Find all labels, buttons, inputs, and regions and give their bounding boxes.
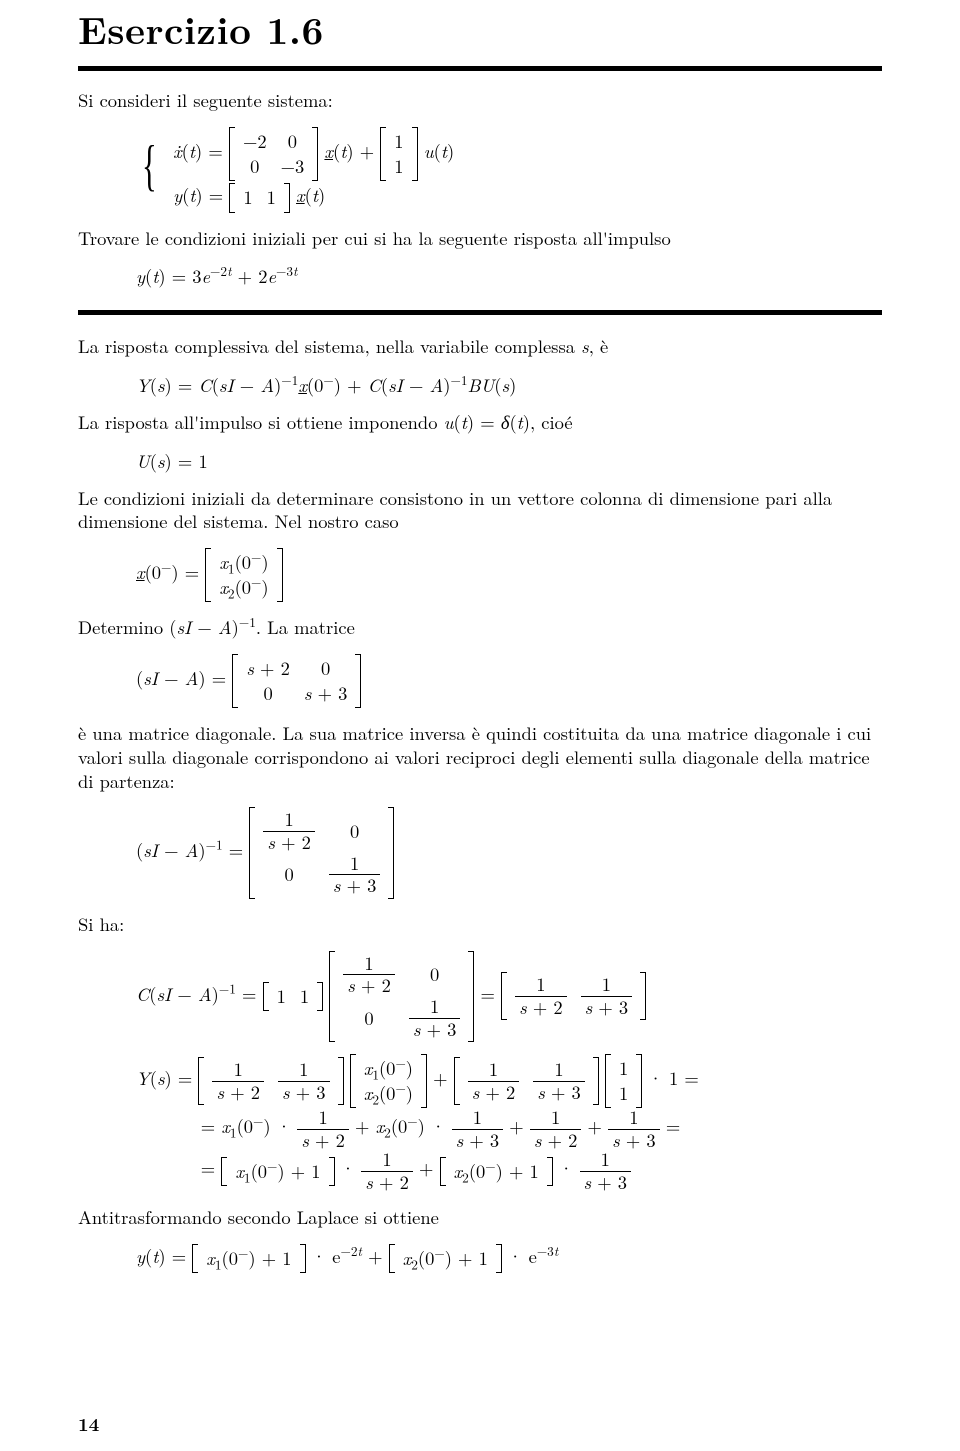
p6: Antitrasformando secondo Laplace si otti…	[78, 1206, 882, 1230]
p5: è una matrice diagonale. La sua matrice …	[78, 722, 882, 793]
rule-mid	[78, 310, 882, 315]
eq-siA-inv: (sI − A)−1 = 1s + 2 0 0 1s + 3	[136, 807, 882, 899]
eq-x0: x(0−) = x1(0−) x2(0−)	[136, 548, 882, 602]
page: Esercizio 1.6 Si consideri il seguente s…	[0, 0, 960, 1451]
eq-yt-final: y(t) = x1(0−) + 1 · e−2t + x2(0−) + 1 · …	[136, 1244, 882, 1274]
p2: La risposta all'impulso si ottiene impon…	[78, 411, 882, 435]
target-response-eq: y(t) = 3e−2t + 2e−3t	[136, 264, 882, 288]
eq-Ys: Y(s) = C(sI − A)−1x(0−) + C(sI − A)−1BU(…	[136, 373, 882, 397]
find-conditions-text: Trovare le condizioni iniziali per cui s…	[78, 227, 882, 251]
intro-text: Si consideri il seguente sistema:	[78, 89, 882, 113]
si-ha: Si ha:	[78, 913, 882, 937]
p1: La risposta complessiva del sistema, nel…	[78, 335, 882, 359]
eq-Us: U(s) = 1	[136, 449, 882, 473]
system-equation: { ẋ(t) = −200−3 x(t) + 11 u(t) y(t) = 11…	[136, 127, 882, 213]
eq-Ys-expanded: Y(s) = 1s + 2 1s + 3 x1(0−) x2(0−) + 1s …	[136, 1054, 882, 1192]
eq-siA: (sI − A) = s + 20 0s + 3	[136, 654, 882, 708]
p3: Le condizioni iniziali da determinare co…	[78, 487, 882, 534]
eq-CsiA: C(sI − A)−1 = 11 1s + 2 0 0 1s + 3 = 1s …	[136, 951, 882, 1043]
page-number: 14	[78, 1411, 99, 1437]
p4: Determino (sI − A)−1. La matrice	[78, 616, 882, 640]
exercise-title: Esercizio 1.6	[78, 2, 882, 56]
rule-top	[78, 66, 882, 71]
